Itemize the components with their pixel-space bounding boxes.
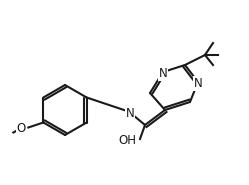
Text: OH: OH <box>118 134 136 147</box>
Text: N: N <box>159 67 167 80</box>
Text: N: N <box>194 77 202 90</box>
Text: N: N <box>126 107 134 120</box>
Text: O: O <box>16 122 25 135</box>
